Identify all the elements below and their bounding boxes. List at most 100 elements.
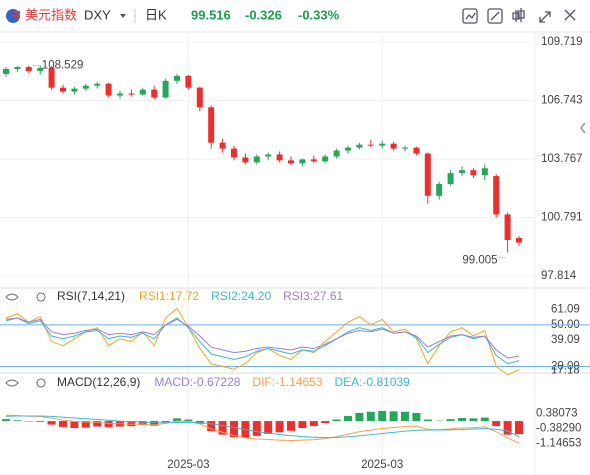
candle-body: [82, 85, 89, 89]
macd-bar: [480, 417, 489, 422]
macd-bar: [81, 421, 90, 428]
candle-body: [447, 173, 454, 184]
candle-body: [276, 154, 283, 161]
candle-body: [504, 214, 511, 240]
index-name: 美元指数: [25, 7, 77, 22]
candle-body: [493, 176, 500, 215]
macd-bar: [184, 419, 193, 422]
candle-body: [185, 75, 192, 88]
candle-body: [436, 183, 443, 196]
macd-bar: [207, 421, 216, 432]
candle-body: [3, 69, 9, 74]
change-pct: -0.33%: [298, 7, 340, 22]
macd-bar: [389, 411, 398, 422]
candle-body: [413, 147, 420, 154]
candle-body: [231, 148, 237, 158]
candle-body: [333, 150, 340, 157]
y-tick-label: 17.18: [551, 364, 580, 376]
symbol[interactable]: DXY: [84, 7, 111, 22]
change: -0.326: [245, 7, 282, 22]
candle-body: [219, 142, 226, 149]
candle-body: [48, 68, 55, 88]
collapse-button[interactable]: [580, 122, 586, 134]
macd-bar: [423, 419, 432, 422]
candle-body: [345, 147, 351, 151]
candle-body: [208, 107, 215, 143]
candle-body: [356, 144, 363, 148]
candle-body: [310, 159, 317, 162]
close-button[interactable]: [564, 9, 576, 21]
draw-button[interactable]: [487, 8, 503, 24]
candle-body: [117, 93, 123, 96]
indicator-icon: [465, 12, 476, 20]
macd-bar: [138, 421, 147, 425]
flag-icon: [13, 11, 20, 13]
y-tick-label: -0.38290: [536, 423, 581, 435]
rsi-title: RSI(7,14,21): [57, 289, 125, 303]
macd-bar: [59, 421, 67, 427]
candle-body: [174, 75, 180, 81]
macd-bar: [264, 421, 273, 434]
settings-icon[interactable]: [36, 378, 46, 388]
macd-bar: [332, 419, 341, 422]
y-tick-label: 100.791: [541, 212, 583, 224]
y-tick-label: -1.14653: [536, 437, 581, 449]
candle-body: [424, 153, 431, 196]
low-annotation: 99.005: [462, 255, 497, 267]
macd-bar: [469, 418, 478, 422]
candle-body: [390, 143, 397, 149]
settings-icon[interactable]: [36, 292, 46, 302]
x-tick-label: 2025-03: [167, 459, 209, 471]
macd-bar: [230, 421, 238, 438]
macd-bar: [218, 421, 227, 435]
macd-bar: [93, 421, 102, 427]
macd-bar: [47, 421, 56, 425]
last-price: 99.516: [191, 7, 231, 22]
dropdown-icon[interactable]: [120, 14, 126, 18]
draw-icon: [490, 11, 500, 21]
macd-bar: [36, 421, 45, 422]
macd-bar: [446, 419, 455, 422]
candle-body: [253, 156, 260, 163]
y-tick-label: 109.719: [541, 36, 583, 48]
legend-entry: RSI1:17.72: [139, 289, 199, 303]
candle-body: [25, 67, 32, 71]
candle-body: [128, 93, 135, 95]
indicator-button[interactable]: [462, 8, 478, 24]
candle-body: [288, 160, 294, 164]
macd-bar: [355, 412, 364, 422]
x-tick-label: 2025-03: [361, 459, 403, 471]
flag-icon: [13, 15, 20, 17]
header: 美元指数 DXY 日K 99.516 -0.326 -0.33%: [6, 7, 586, 134]
macd-bar: [252, 421, 261, 436]
candle-body: [196, 87, 203, 108]
macd-bar: [378, 410, 387, 422]
candle-body: [151, 89, 158, 98]
legend-entry: DIF:-1.14653: [252, 375, 322, 389]
macd-bar: [70, 421, 79, 429]
candle-body: [265, 154, 272, 157]
candle-body: [71, 88, 78, 92]
macd-title: MACD(12,26,9): [57, 375, 140, 389]
candle-body: [37, 68, 44, 71]
macd-bar: [344, 416, 352, 422]
eye-icon[interactable]: [5, 293, 19, 301]
rsi-line: [5, 317, 520, 365]
macd-bar: [298, 421, 307, 429]
candle-body: [470, 170, 477, 176]
macd-bar: [127, 421, 136, 427]
legend-entry: DEA:-0.81039: [334, 375, 410, 389]
macd-bar: [13, 420, 22, 422]
eye-icon[interactable]: [5, 379, 19, 387]
rsi-line: [5, 317, 520, 359]
macd-bar: [321, 421, 330, 424]
macd-bar: [309, 421, 318, 427]
period[interactable]: 日K: [145, 7, 167, 22]
candle-body: [60, 87, 66, 92]
fullscreen-button[interactable]: [539, 11, 551, 23]
macd-bar: [275, 421, 284, 433]
candle-body: [459, 170, 465, 174]
candle-button[interactable]: [512, 8, 525, 22]
candle-body: [14, 67, 21, 70]
